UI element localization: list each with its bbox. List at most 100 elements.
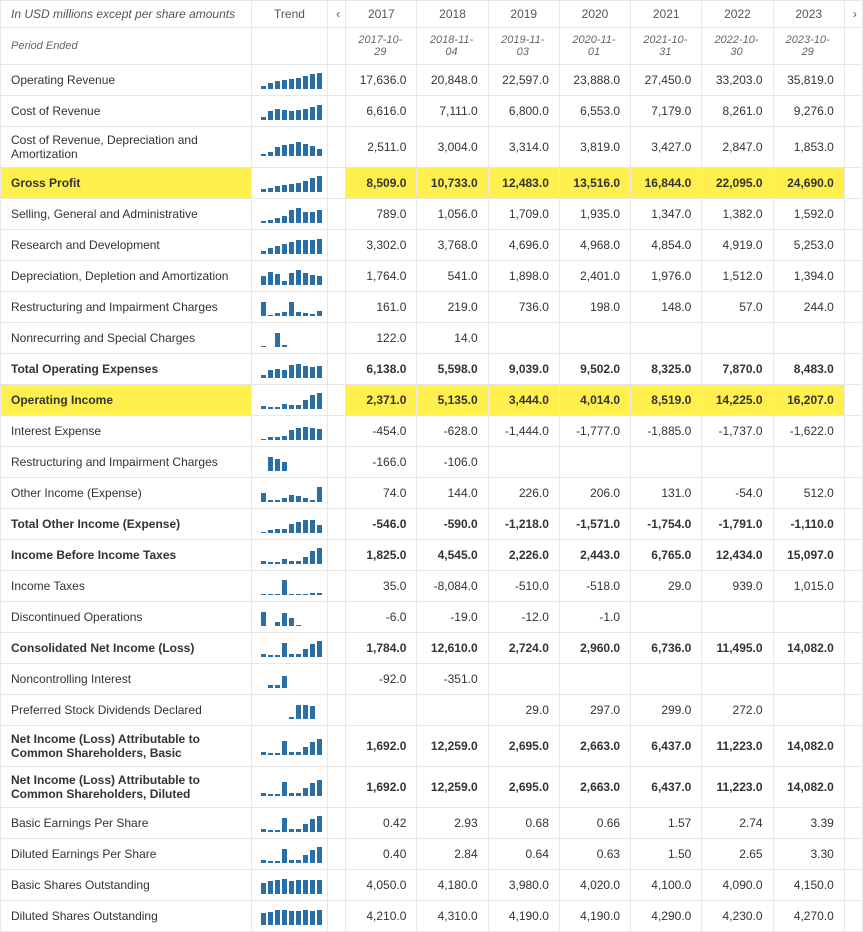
value-cell: 1.57 [631, 808, 702, 839]
year-header[interactable]: 2017 [346, 1, 417, 28]
value-cell: 8,325.0 [631, 354, 702, 385]
value-cell: 4,100.0 [631, 870, 702, 901]
value-cell: 2,695.0 [488, 767, 559, 808]
row-label: Income Taxes [1, 571, 252, 602]
value-cell: 1,592.0 [773, 199, 844, 230]
sparkline-cell [251, 726, 327, 767]
sparkline [260, 814, 324, 832]
sparkline-cell [251, 901, 327, 932]
sparkline [260, 876, 324, 894]
value-cell: 198.0 [559, 292, 630, 323]
trend-header: Trend [251, 1, 327, 28]
year-header[interactable]: 2021 [631, 1, 702, 28]
value-cell: 1,382.0 [702, 199, 773, 230]
value-cell: 4,150.0 [773, 870, 844, 901]
value-cell: 6,736.0 [631, 633, 702, 664]
value-cell: 12,434.0 [702, 540, 773, 571]
sparkline-cell [251, 261, 327, 292]
value-cell: 8,509.0 [346, 168, 417, 199]
sparkline [260, 670, 324, 688]
year-header[interactable]: 2020 [559, 1, 630, 28]
sparkline [260, 422, 324, 440]
row-label: Depreciation, Depletion and Amortization [1, 261, 252, 292]
period-date: 2022-10-30 [702, 28, 773, 65]
value-cell: 35.0 [346, 571, 417, 602]
table-row: Income Taxes35.0-8,084.0-510.0-518.029.0… [1, 571, 863, 602]
value-cell: 5,253.0 [773, 230, 844, 261]
value-cell: 8,519.0 [631, 385, 702, 416]
value-cell: -1,791.0 [702, 509, 773, 540]
value-cell: 9,502.0 [559, 354, 630, 385]
value-cell: 272.0 [702, 695, 773, 726]
row-label: Net Income (Loss) Attributable to Common… [1, 767, 252, 808]
table-row: Income Before Income Taxes1,825.04,545.0… [1, 540, 863, 571]
value-cell [773, 323, 844, 354]
year-header[interactable]: 2019 [488, 1, 559, 28]
value-cell: 11,223.0 [702, 767, 773, 808]
value-cell: 3.39 [773, 808, 844, 839]
header-row: In USD millions except per share amounts… [1, 1, 863, 28]
period-date: 2023-10-29 [773, 28, 844, 65]
value-cell: 144.0 [417, 478, 488, 509]
sparkline [260, 515, 324, 533]
value-cell [773, 447, 844, 478]
value-cell: 226.0 [488, 478, 559, 509]
value-cell: 16,207.0 [773, 385, 844, 416]
value-cell: -1,885.0 [631, 416, 702, 447]
row-label: Other Income (Expense) [1, 478, 252, 509]
sparkline [260, 391, 324, 409]
value-cell: 736.0 [488, 292, 559, 323]
value-cell: 14,082.0 [773, 767, 844, 808]
row-label: Income Before Income Taxes [1, 540, 252, 571]
sparkline-cell [251, 509, 327, 540]
row-label: Cost of Revenue, Depreciation and Amorti… [1, 127, 252, 168]
value-cell: 5,598.0 [417, 354, 488, 385]
sparkline [260, 907, 324, 925]
value-cell: 2,663.0 [559, 767, 630, 808]
sparkline-cell [251, 695, 327, 726]
value-cell [559, 447, 630, 478]
value-cell: 789.0 [346, 199, 417, 230]
sparkline [260, 608, 324, 626]
value-cell [773, 695, 844, 726]
row-label: Restructuring and Impairment Charges [1, 447, 252, 478]
year-header[interactable]: 2022 [702, 1, 773, 28]
value-cell: 1,512.0 [702, 261, 773, 292]
row-label: Basic Earnings Per Share [1, 808, 252, 839]
value-cell: -510.0 [488, 571, 559, 602]
value-cell: 4,854.0 [631, 230, 702, 261]
year-header[interactable]: 2023 [773, 1, 844, 28]
value-cell: 35,819.0 [773, 65, 844, 96]
period-date: 2017-10-29 [346, 28, 417, 65]
value-cell: 297.0 [559, 695, 630, 726]
sparkline-cell [251, 870, 327, 901]
value-cell [773, 602, 844, 633]
table-row: Preferred Stock Dividends Declared29.029… [1, 695, 863, 726]
sparkline-cell [251, 602, 327, 633]
value-cell: 9,276.0 [773, 96, 844, 127]
sparkline-cell [251, 447, 327, 478]
value-cell: 4,014.0 [559, 385, 630, 416]
value-cell: 0.63 [559, 839, 630, 870]
nav-next[interactable]: › [844, 1, 862, 28]
value-cell: -1,754.0 [631, 509, 702, 540]
value-cell: -1,571.0 [559, 509, 630, 540]
value-cell: 2,443.0 [559, 540, 630, 571]
value-cell [702, 602, 773, 633]
value-cell: 1,709.0 [488, 199, 559, 230]
value-cell: -92.0 [346, 664, 417, 695]
period-label: Period Ended [1, 28, 252, 65]
table-row: Gross Profit8,509.010,733.012,483.013,51… [1, 168, 863, 199]
row-label: Nonrecurring and Special Charges [1, 323, 252, 354]
sparkline-cell [251, 127, 327, 168]
sparkline-cell [251, 65, 327, 96]
value-cell: -8,084.0 [417, 571, 488, 602]
nav-prev[interactable]: ‹ [328, 1, 346, 28]
table-row: Basic Shares Outstanding4,050.04,180.03,… [1, 870, 863, 901]
value-cell: 11,495.0 [702, 633, 773, 664]
value-cell: -590.0 [417, 509, 488, 540]
value-cell: -12.0 [488, 602, 559, 633]
financial-table: In USD millions except per share amounts… [0, 0, 863, 932]
table-row: Operating Income2,371.05,135.03,444.04,0… [1, 385, 863, 416]
year-header[interactable]: 2018 [417, 1, 488, 28]
